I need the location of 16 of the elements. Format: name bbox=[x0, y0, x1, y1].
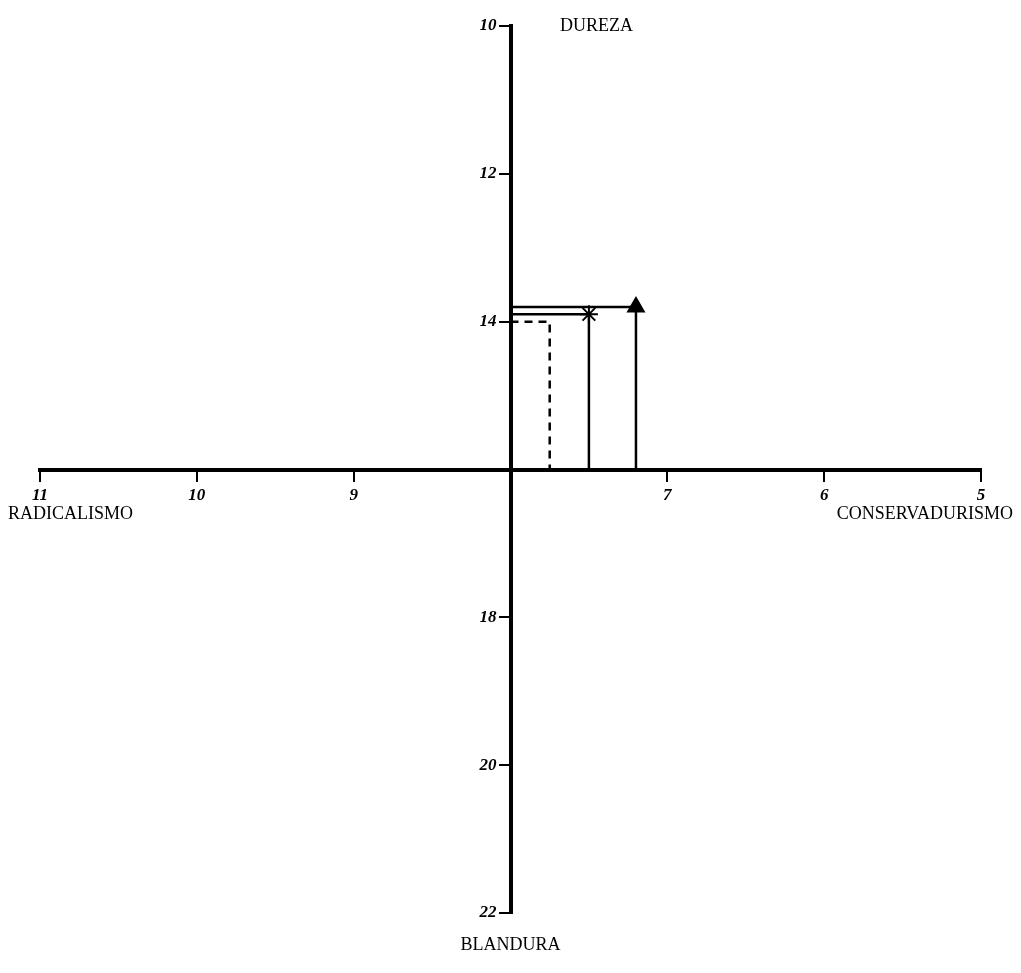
y-tick-label: 18 bbox=[479, 606, 497, 626]
y-tick-label: 12 bbox=[479, 163, 497, 183]
annotation: CONSERVADURISMO bbox=[836, 503, 1013, 524]
y-tick-label: 22 bbox=[478, 902, 497, 922]
text: BLANDURA bbox=[460, 933, 561, 954]
x-tick-label: 10 bbox=[188, 485, 206, 505]
x-tick-label: 5 bbox=[976, 485, 986, 505]
x-tick-label: 6 bbox=[819, 485, 829, 505]
x-tick-label: 9 bbox=[349, 485, 359, 505]
annotation: RADICALISMO bbox=[8, 503, 134, 524]
x-tick-label: 11 bbox=[31, 485, 49, 505]
y-tick-label: 20 bbox=[478, 754, 497, 774]
y-tick-label: 14 bbox=[479, 311, 497, 331]
y-tick-label: 10 bbox=[479, 15, 497, 35]
x-tick-label: 7 bbox=[663, 485, 674, 505]
annotation: DUREZA bbox=[560, 14, 633, 35]
